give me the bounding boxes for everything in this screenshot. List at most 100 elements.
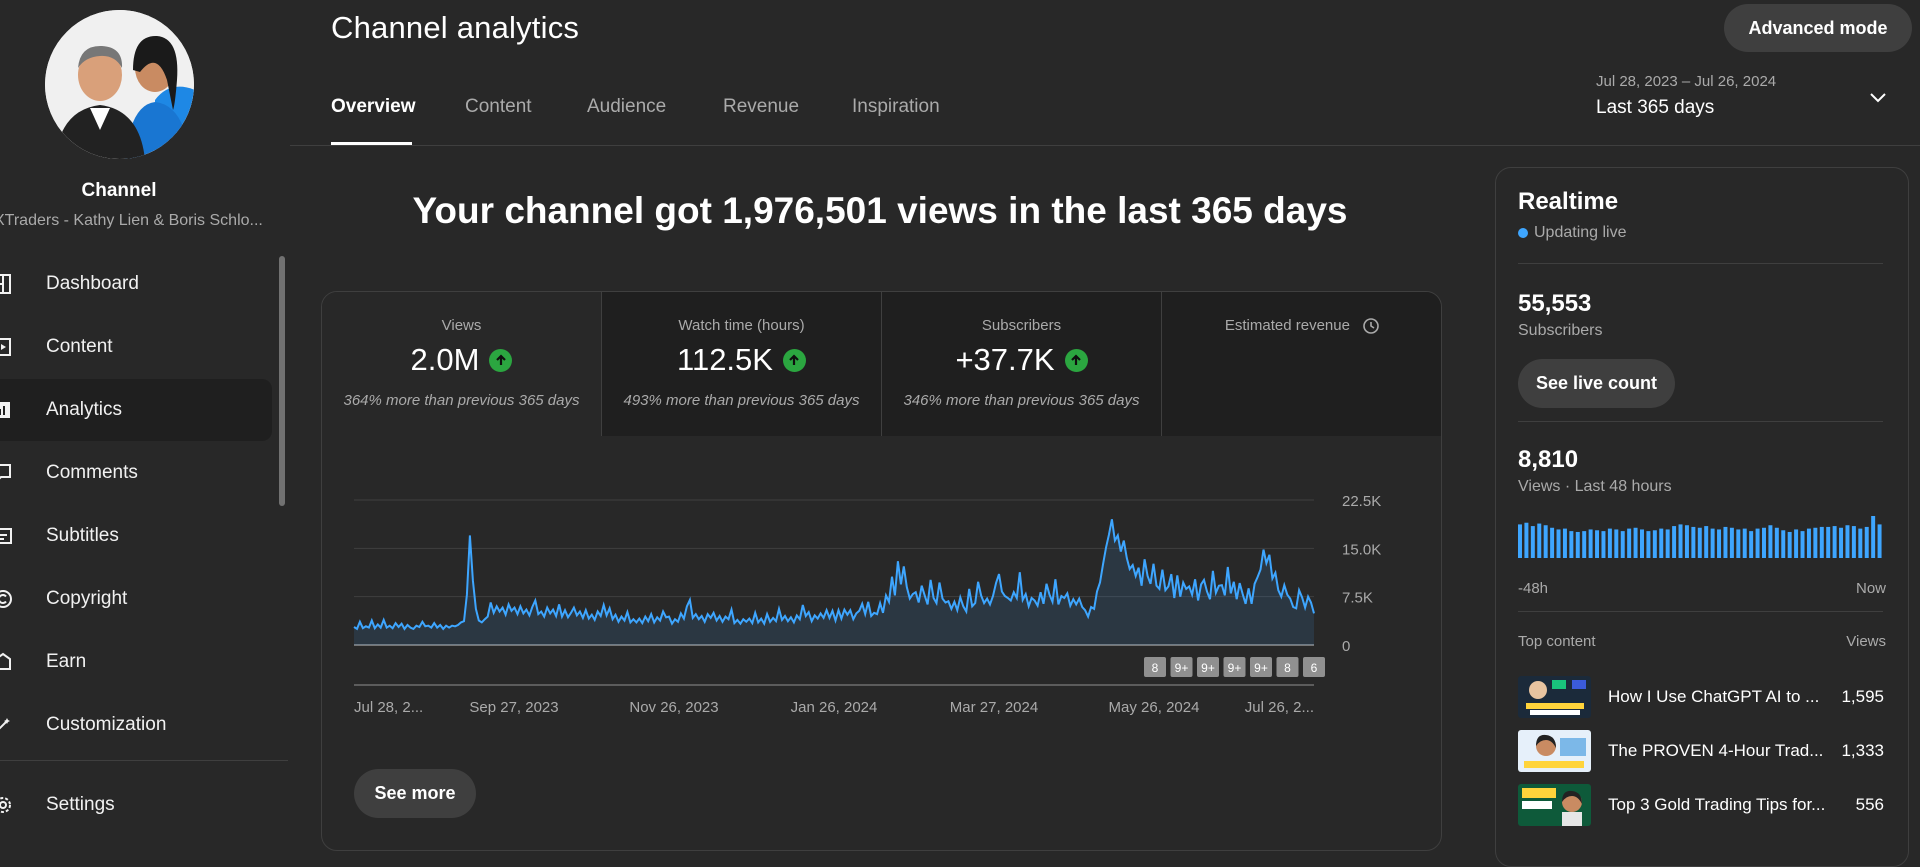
realtime-bar[interactable] xyxy=(1665,529,1670,558)
metric-tile-subscribers[interactable]: Subscribers +37.7K 346% more than previo… xyxy=(882,292,1162,436)
tab-revenue[interactable]: Revenue xyxy=(723,96,800,117)
realtime-bar[interactable] xyxy=(1813,527,1818,558)
realtime-bar[interactable] xyxy=(1787,531,1792,558)
realtime-bar[interactable] xyxy=(1864,526,1869,558)
realtime-bar[interactable] xyxy=(1607,528,1612,558)
video-thumbnail xyxy=(1518,784,1591,826)
metric-tile-watch-time[interactable]: Watch time (hours) 112.5K 493% more than… xyxy=(602,292,882,436)
realtime-bar[interactable] xyxy=(1556,529,1561,558)
sidebar-scrollbar[interactable] xyxy=(279,256,285,506)
realtime-bar[interactable] xyxy=(1684,525,1689,558)
metric-value: 112.5K xyxy=(677,342,773,377)
realtime-bar[interactable] xyxy=(1530,526,1535,558)
realtime-bar[interactable] xyxy=(1575,531,1580,558)
sidebar-item-customization[interactable]: Customization xyxy=(0,694,272,756)
realtime-bar-chart[interactable] xyxy=(1518,516,1884,558)
realtime-divider xyxy=(1518,263,1883,264)
see-live-count-button[interactable]: See live count xyxy=(1518,359,1675,408)
realtime-bar[interactable] xyxy=(1537,523,1542,558)
realtime-bar[interactable] xyxy=(1717,529,1722,558)
realtime-bar[interactable] xyxy=(1588,529,1593,558)
realtime-bar[interactable] xyxy=(1845,525,1850,558)
realtime-bar[interactable] xyxy=(1672,526,1677,558)
realtime-bar[interactable] xyxy=(1774,527,1779,558)
realtime-bar[interactable] xyxy=(1755,528,1760,558)
realtime-bar[interactable] xyxy=(1627,528,1632,558)
realtime-bar[interactable] xyxy=(1851,526,1856,558)
realtime-bar[interactable] xyxy=(1710,528,1715,558)
realtime-bar[interactable] xyxy=(1704,526,1709,558)
realtime-bar[interactable] xyxy=(1839,527,1844,558)
realtime-bar[interactable] xyxy=(1646,531,1651,558)
channel-avatar[interactable] xyxy=(45,10,194,159)
sidebar-item-dashboard[interactable]: Dashboard xyxy=(0,253,272,315)
sidebar-item-content[interactable]: Content xyxy=(0,316,272,378)
sidebar-item-subtitles[interactable]: Subtitles xyxy=(0,505,272,567)
realtime-bar[interactable] xyxy=(1659,528,1664,558)
realtime-bar[interactable] xyxy=(1877,524,1882,558)
publish-marker[interactable] xyxy=(1276,657,1299,677)
realtime-bar[interactable] xyxy=(1806,528,1811,558)
realtime-bar[interactable] xyxy=(1794,529,1799,558)
realtime-bar[interactable] xyxy=(1640,529,1644,558)
realtime-bar[interactable] xyxy=(1595,530,1600,558)
realtime-bar[interactable] xyxy=(1550,527,1555,558)
sidebar-item-comments[interactable]: Comments xyxy=(0,442,272,504)
realtime-bar[interactable] xyxy=(1768,525,1773,558)
realtime-bar[interactable] xyxy=(1620,531,1625,558)
advanced-mode-button[interactable]: Advanced mode xyxy=(1724,4,1912,52)
realtime-bar[interactable] xyxy=(1819,526,1824,558)
realtime-bar[interactable] xyxy=(1723,526,1728,558)
realtime-bar[interactable] xyxy=(1832,526,1837,558)
tab-content[interactable]: Content xyxy=(465,96,532,117)
metric-tile-views[interactable]: Views 2.0M 364% more than previous 365 d… xyxy=(322,292,602,436)
realtime-bar[interactable] xyxy=(1518,524,1522,558)
date-preset[interactable]: Last 365 days xyxy=(1596,97,1715,118)
publish-marker[interactable] xyxy=(1170,657,1193,677)
sidebar-item-analytics[interactable]: Analytics xyxy=(0,379,272,441)
tab-overview[interactable]: Overview xyxy=(331,96,416,117)
tab-audience[interactable]: Audience xyxy=(587,96,667,117)
top-content-row[interactable]: The PROVEN 4-Hour Trad... 1,333 xyxy=(1518,730,1884,774)
tab-inspiration[interactable]: Inspiration xyxy=(852,96,940,117)
top-content-row[interactable]: How I Use ChatGPT AI to ... 1,595 xyxy=(1518,676,1884,720)
realtime-bar[interactable] xyxy=(1569,531,1574,558)
metrics-card: Views 2.0M 364% more than previous 365 d… xyxy=(321,291,1442,851)
realtime-bar[interactable] xyxy=(1858,528,1863,558)
realtime-bar[interactable] xyxy=(1729,527,1734,558)
date-range[interactable]: Jul 28, 2023 – Jul 26, 2024 xyxy=(1596,73,1777,90)
chevron-down-icon[interactable] xyxy=(1868,88,1888,108)
realtime-bar[interactable] xyxy=(1633,527,1638,558)
realtime-bar[interactable] xyxy=(1562,528,1567,558)
publish-marker[interactable] xyxy=(1250,657,1272,677)
realtime-bar[interactable] xyxy=(1614,529,1619,558)
realtime-bar[interactable] xyxy=(1749,531,1754,558)
realtime-bar[interactable] xyxy=(1871,516,1876,558)
realtime-bar[interactable] xyxy=(1582,531,1587,558)
realtime-bar[interactable] xyxy=(1742,528,1747,558)
realtime-bar[interactable] xyxy=(1543,525,1548,558)
realtime-bar[interactable] xyxy=(1652,530,1657,558)
publish-marker[interactable] xyxy=(1223,657,1246,677)
sidebar-item-earn[interactable]: Earn xyxy=(0,631,272,693)
sidebar-item-copyright[interactable]: Copyright xyxy=(0,568,272,630)
views-line-chart[interactable]: 0 7.5K 15.0K 22.5K 8 9+ 9+ 9+ 9+ 8 6 Jul 28, 2... Se… xyxy=(322,437,1442,737)
realtime-bar[interactable] xyxy=(1678,524,1683,558)
metric-tile-revenue[interactable]: Estimated revenue xyxy=(1162,292,1441,436)
see-more-button[interactable]: See more xyxy=(354,769,476,818)
realtime-bar[interactable] xyxy=(1762,527,1766,558)
realtime-bar[interactable] xyxy=(1781,530,1786,558)
publish-marker[interactable] xyxy=(1303,657,1325,677)
realtime-bar[interactable] xyxy=(1736,529,1741,558)
top-content-row[interactable]: Top 3 Gold Trading Tips for... 556 xyxy=(1518,784,1884,828)
realtime-bar[interactable] xyxy=(1524,522,1529,558)
publish-marker[interactable] xyxy=(1144,657,1166,677)
sidebar-item-settings[interactable]: Settings xyxy=(0,774,272,836)
realtime-bar[interactable] xyxy=(1800,531,1805,558)
publish-marker[interactable] xyxy=(1197,657,1219,677)
realtime-bar[interactable] xyxy=(1697,527,1702,558)
series-line[interactable] xyxy=(353,519,1315,631)
realtime-bar[interactable] xyxy=(1691,526,1696,558)
realtime-bar[interactable] xyxy=(1826,526,1831,558)
realtime-bar[interactable] xyxy=(1601,531,1606,558)
